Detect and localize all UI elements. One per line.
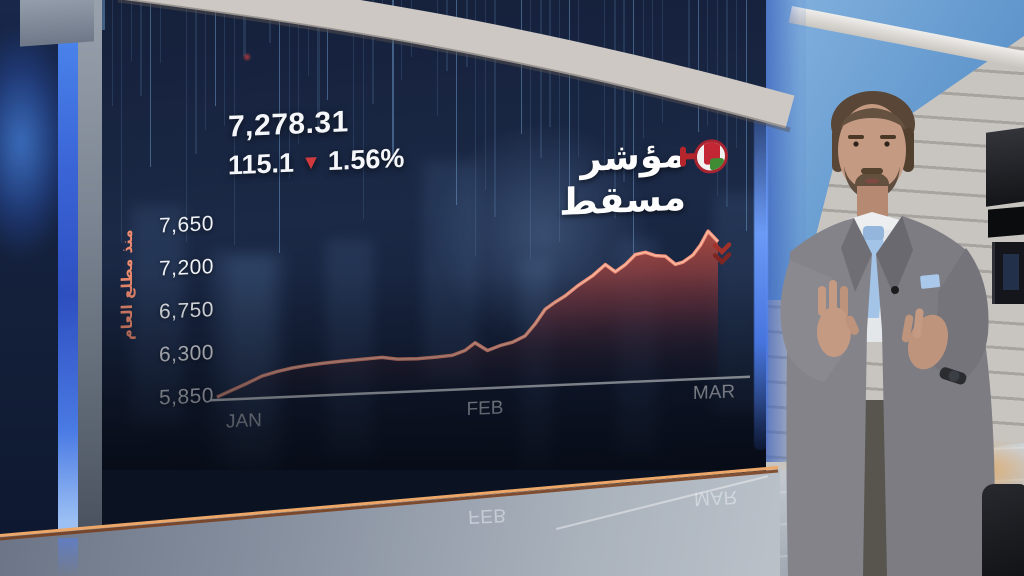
blue-strip-reflection [58,538,78,576]
chart-area-fill [217,231,718,400]
floor-orange-light-soft [820,478,930,512]
index-title-arabic: مؤشر مسقط [559,132,686,225]
down-triangle-icon: ▼ [301,150,321,174]
index-value: 7,278.31 [228,105,349,144]
index-stats: 7,278.31 115.1 ▼ 1.56% [228,103,404,182]
studio-equipment-base [982,484,1024,576]
y-axis-tick: 5,850 [158,384,214,410]
x-label-feb: FEB [467,397,504,420]
studio-corner-block [20,0,94,47]
chart-graphic: 7,278.31 115.1 ▼ 1.56% مؤشر مسقط 7,650 7… [102,0,766,470]
screen-edge-blue-glow [754,88,768,450]
change-percent: 1.56% [327,142,405,177]
city-haze-glow [432,120,652,350]
teleprompter-hood [986,127,1024,207]
presenter-floor-shadow [796,548,986,576]
period-label-ytd: منذ مطلع العام [118,229,136,341]
y-axis-tick: 7,650 [158,212,214,238]
teleprompter-bracket [988,206,1024,238]
flag-pin-connector [686,153,695,160]
teleprompter-monitor [992,242,1024,304]
flag-pin-bar [680,146,686,167]
oman-flag-icon [694,138,728,175]
x-label-mar: MAR [693,381,735,404]
reflected-feb-label: FEB [467,504,508,527]
x-axis-line [210,375,750,402]
y-axis-tick: 7,200 [158,255,214,281]
x-label-jan: JAN [226,410,262,433]
down-chevrons-icon [712,242,732,266]
y-axis-tick: 6,300 [158,341,214,367]
studio-floor-reflective [0,469,780,576]
chart-line-highlight [216,230,719,398]
video-wall-screen: 7,278.31 115.1 ▼ 1.56% مؤشر مسقط 7,650 7… [102,0,766,470]
y-axis-tick: 6,750 [158,298,214,324]
studio-gray-edge-strip [78,0,102,534]
index-area-chart: JAN FEB MAR [210,229,750,433]
change-value: 115.1 [228,147,295,181]
screen-edge-shadow [766,0,806,462]
red-beacon-light [244,54,250,60]
studio-blue-edge-strip [58,0,78,538]
chart-line [216,229,720,399]
